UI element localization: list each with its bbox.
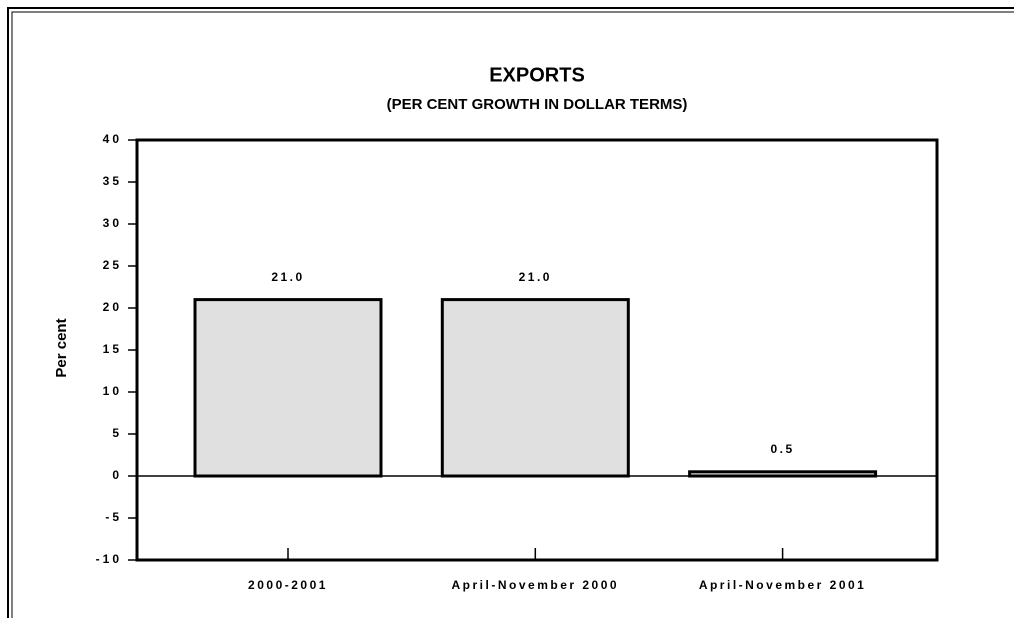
outer-frame xyxy=(7,7,1014,618)
y-tick-label: 15 xyxy=(103,342,122,356)
y-tick-label: 10 xyxy=(103,384,122,398)
x-tick-label: April-November 2000 xyxy=(452,578,620,592)
y-tick-label: -5 xyxy=(105,510,122,524)
y-tick-label: 20 xyxy=(103,300,122,314)
x-tick-label: April-November 2001 xyxy=(699,578,867,592)
y-tick-label: 40 xyxy=(103,132,122,146)
y-tick-label: 25 xyxy=(103,258,122,272)
y-tick-label: 5 xyxy=(112,426,122,440)
bar xyxy=(440,298,630,478)
y-tick-label: -10 xyxy=(96,552,122,566)
value-label: 21.0 xyxy=(519,270,552,284)
chart-subtitle: (PER CENT GROWTH IN DOLLAR TERMS) xyxy=(387,96,688,113)
bar xyxy=(193,298,383,478)
value-label: 0.5 xyxy=(771,442,795,456)
x-tick-label: 2000-2001 xyxy=(248,578,328,592)
bar xyxy=(688,470,878,478)
y-axis-label: Per cent xyxy=(53,318,70,377)
value-label: 21.0 xyxy=(271,270,304,284)
y-tick-label: 35 xyxy=(103,174,122,188)
chart-title: EXPORTS xyxy=(489,64,585,86)
inner-frame xyxy=(11,11,1014,618)
y-tick-label: 0 xyxy=(112,468,122,482)
y-tick-label: 30 xyxy=(103,216,122,230)
